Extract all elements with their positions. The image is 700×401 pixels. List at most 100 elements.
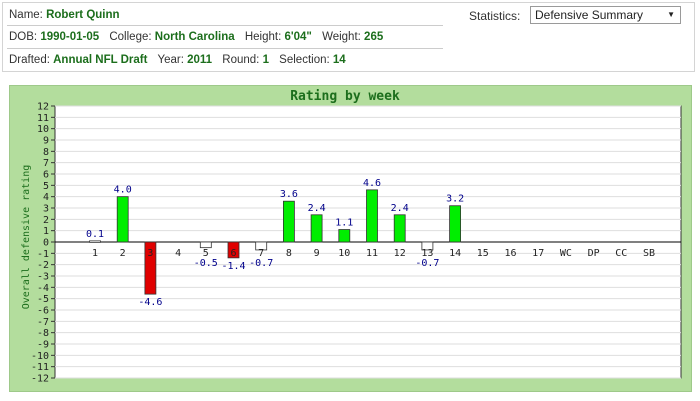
y-tick-labels: 1211109876543210-1-2-3-4-5-6-7-8-9-10-11… xyxy=(31,102,49,385)
height-value: 6'04" xyxy=(284,31,312,43)
bar xyxy=(338,229,351,243)
value-label: 3.2 xyxy=(446,194,464,205)
y-tick-label: -10 xyxy=(31,351,49,362)
value-label: 0.1 xyxy=(86,229,104,240)
bar xyxy=(144,241,157,295)
x-tick-label: 11 xyxy=(366,248,378,259)
x-tick-label: 6 xyxy=(230,248,236,259)
x-tick-label: 14 xyxy=(449,248,461,259)
dob-label: DOB: xyxy=(9,31,38,43)
college-label: College: xyxy=(109,31,152,43)
value-label: 3.6 xyxy=(280,189,298,200)
selection-label: Selection: xyxy=(279,54,330,66)
y-tick-label: -11 xyxy=(31,362,49,373)
weight-label: Weight: xyxy=(322,31,361,43)
player-info-panel: Name: Robert Quinn DOB: 1990-01-05 Colle… xyxy=(2,2,695,72)
round-label: Round: xyxy=(222,54,260,66)
chart-title: Rating by week xyxy=(290,89,400,104)
chart-frame: Rating by week 12 11 10 9 8 7 6 5 4 3 2 1 0 -1 -2 -3 -4-… xyxy=(9,85,692,392)
x-tick-labels: 1 2 3 4 5 6 7 8 9 10 11 12 13 14 15 16 17 WC DP CC SB xyxy=(92,248,655,259)
y-tick-label: 5 xyxy=(43,181,49,192)
x-tick-label: 16 xyxy=(504,248,516,259)
name-label: Name: xyxy=(9,9,43,21)
y-tick-label: 0 xyxy=(43,238,49,249)
bar xyxy=(116,196,129,243)
x-tick-label: 1 xyxy=(92,248,98,259)
x-tick-label: 13 xyxy=(421,248,433,259)
bar xyxy=(282,200,295,243)
name-line: Name: Robert Quinn xyxy=(9,9,127,21)
y-axis-label: Overall defensive rating xyxy=(21,165,32,310)
y-tick-label: -8 xyxy=(37,328,49,339)
round-value: 1 xyxy=(262,54,269,66)
bar xyxy=(310,214,323,243)
statistics-select[interactable]: Defensive Summary ▼ xyxy=(530,6,681,24)
y-tick-label: 10 xyxy=(37,124,49,135)
x-tick-label: 7 xyxy=(258,248,264,259)
y-tick-label: 7 xyxy=(43,158,49,169)
bar xyxy=(393,214,406,243)
x-tick-label: 17 xyxy=(532,248,544,259)
draft-line: Drafted: Annual NFL Draft Year: 2011 Rou… xyxy=(9,54,353,66)
y-tick-label: -9 xyxy=(37,340,49,351)
x-tick-label: 3 xyxy=(147,248,153,259)
y-tick-label: -6 xyxy=(37,306,49,317)
drafted-label: Drafted: xyxy=(9,54,50,66)
x-tick-label: 4 xyxy=(175,248,181,259)
x-tick-label: 5 xyxy=(203,248,209,259)
y-tick-label: -3 xyxy=(37,272,49,283)
value-label: -1.4 xyxy=(221,261,245,272)
y-tick-label: 2 xyxy=(43,215,49,226)
drafted-value: Annual NFL Draft xyxy=(53,54,148,66)
selection-value: 14 xyxy=(332,54,346,66)
x-tick-label: DP xyxy=(588,248,600,259)
y-tick-label: -5 xyxy=(37,294,49,305)
value-label: -0.5 xyxy=(194,258,218,269)
y-tick-label: 3 xyxy=(43,204,49,215)
rating-chart: Rating by week 1211109876543210-1-2-3-4-… xyxy=(21,89,682,385)
y-tick-label: 9 xyxy=(43,136,49,147)
bar xyxy=(227,241,240,259)
y-tick-label: -2 xyxy=(37,260,49,271)
x-tick-label: WC xyxy=(560,248,572,259)
x-tick-label: 10 xyxy=(338,248,350,259)
value-label: 4.0 xyxy=(114,185,132,196)
y-tick-label: 4 xyxy=(43,192,49,203)
y-tick-label: -1 xyxy=(37,249,49,260)
value-label: 4.6 xyxy=(363,178,381,189)
statistics-label: Statistics: xyxy=(469,9,521,23)
y-tick-label: 8 xyxy=(43,147,49,158)
value-label: -0.7 xyxy=(249,258,273,269)
x-tick-label: CC xyxy=(615,248,627,259)
y-tick-label: 6 xyxy=(43,170,49,181)
y-tick-label: -7 xyxy=(37,317,49,328)
value-labels: 0.1 4.0 -4.6 -0.5 -1.4 -0.7 3.6 2.4 1.1 4.6 2.4 -0.… xyxy=(86,178,464,308)
college-value: North Carolina xyxy=(154,31,235,43)
bio-line: DOB: 1990-01-05 College: North Carolina … xyxy=(9,31,390,43)
bar xyxy=(255,241,268,251)
value-label: -4.6 xyxy=(138,297,162,308)
x-tick-label: 8 xyxy=(286,248,292,259)
x-tick-label: 12 xyxy=(394,248,406,259)
bar xyxy=(89,240,101,243)
x-tick-label: SB xyxy=(643,248,655,259)
value-label: 2.4 xyxy=(391,203,409,214)
value-label: -0.7 xyxy=(415,258,439,269)
weight-value: 265 xyxy=(364,31,384,43)
year-value: 2011 xyxy=(187,54,213,66)
y-tick-label: 1 xyxy=(43,226,49,237)
dob-value: 1990-01-05 xyxy=(40,31,100,43)
bar xyxy=(199,241,212,249)
x-tick-label: 2 xyxy=(120,248,126,259)
y-tick-label: 11 xyxy=(37,113,49,124)
statistics-selected-value: Defensive Summary xyxy=(535,8,644,22)
x-tick-label: 15 xyxy=(477,248,489,259)
chevron-down-icon: ▼ xyxy=(667,10,675,19)
y-tick-label: -12 xyxy=(31,374,49,385)
divider-1 xyxy=(7,25,443,26)
bars xyxy=(89,189,462,295)
height-label: Height: xyxy=(244,31,282,43)
divider-2 xyxy=(7,48,443,49)
y-tick-label: 12 xyxy=(37,102,49,113)
bar xyxy=(366,189,378,243)
